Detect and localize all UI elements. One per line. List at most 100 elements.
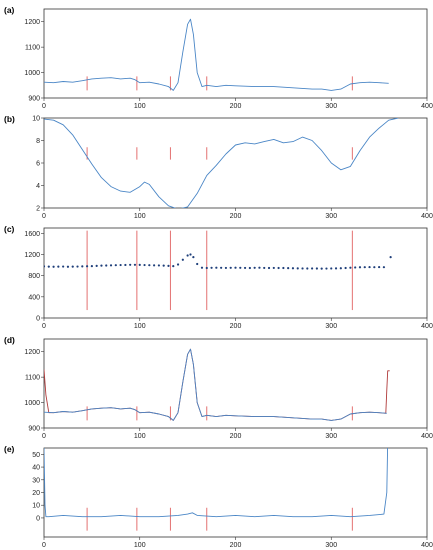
data-point [138, 263, 141, 266]
x-tick-label: 100 [134, 213, 146, 220]
data-point [272, 266, 275, 270]
y-tick-label: 1600 [24, 231, 40, 238]
data-point [296, 267, 299, 270]
data-point [301, 267, 304, 270]
x-tick-label: 400 [421, 433, 433, 440]
data-point [71, 265, 74, 268]
y-tick-label: 8 [36, 138, 40, 145]
data-point [277, 266, 280, 270]
data-point [148, 264, 151, 267]
chart-panel-5: (e) 0 100 200 300 400 0 10 20 30 40 50 [4, 444, 433, 549]
data-area [44, 18, 389, 91]
panel-label: (b) [4, 114, 15, 124]
y-tick-label: 40 [32, 465, 40, 472]
x-tick-label: 200 [230, 542, 242, 549]
data-point [220, 266, 223, 269]
chart-panel-1: (a) 0 100 200 300 400 900 1000 1100 1200 [4, 5, 433, 110]
x-tick-label: 100 [134, 103, 146, 110]
x-tick-label: 0 [42, 103, 46, 110]
y-tick-label: 50 [32, 452, 40, 459]
y-tick-label: 1100 [25, 375, 40, 382]
data-point [291, 267, 295, 270]
data-point [66, 265, 70, 268]
data-point [234, 266, 237, 269]
panel-label: (d) [4, 335, 15, 345]
data-point [57, 265, 60, 268]
x-tick-label: 200 [230, 323, 242, 330]
plot-frame [43, 338, 428, 429]
data-point [267, 266, 271, 270]
x-tick-label: 400 [421, 323, 433, 330]
series-line-2 [44, 348, 387, 421]
data-point [181, 258, 184, 261]
data-point [315, 267, 318, 270]
plot-frame [43, 117, 428, 209]
data-point [344, 266, 347, 270]
data-area [44, 348, 390, 421]
data-point [114, 264, 117, 267]
data-point [124, 263, 127, 267]
data-area [44, 230, 392, 311]
y-tick-label: 1200 [24, 19, 40, 26]
data-point [330, 267, 333, 270]
data-point [389, 256, 392, 259]
panel-label: (e) [4, 444, 15, 454]
x-tick-label: 300 [325, 323, 337, 330]
chart-panel-4: (d) 0 100 200 300 400 900 1000 1100 1200 [4, 335, 433, 440]
data-point [162, 264, 165, 267]
x-tick-label: 200 [230, 213, 242, 220]
data-point [100, 264, 103, 267]
y-tick-label: 1200 [24, 252, 40, 259]
x-tick-label: 300 [325, 213, 337, 220]
data-point [44, 265, 46, 268]
data-point [95, 264, 98, 267]
y-tick-label: 1100 [25, 45, 40, 52]
data-area [44, 448, 389, 531]
y-tick-label: 1000 [24, 70, 40, 77]
series-line-1 [44, 118, 399, 208]
data-point [176, 263, 180, 266]
data-point [263, 266, 266, 270]
y-tick-label: 900 [28, 426, 40, 433]
x-tick-label: 300 [325, 542, 337, 549]
y-tick-label: 6 [36, 161, 40, 168]
data-point [282, 266, 285, 270]
y-tick-label: 400 [28, 294, 40, 301]
plot-frame [43, 227, 428, 319]
data-point [373, 266, 376, 269]
x-tick-label: 100 [134, 433, 146, 440]
x-tick-label: 400 [421, 542, 433, 549]
data-point [76, 265, 79, 268]
y-tick-label: 800 [28, 273, 40, 280]
data-point [368, 265, 371, 269]
data-point [224, 266, 228, 270]
plot-frame [43, 447, 428, 538]
data-point [119, 263, 122, 267]
data-point [311, 267, 314, 270]
y-tick-label: 1200 [24, 349, 40, 356]
data-point [325, 267, 328, 270]
panel-label: (c) [4, 224, 15, 234]
data-point [85, 265, 89, 268]
data-point [320, 267, 323, 270]
plot-frame [43, 8, 428, 99]
y-tick-label: 0 [36, 515, 40, 522]
data-point [90, 265, 93, 268]
data-point [109, 264, 113, 267]
data-point [239, 266, 242, 269]
x-tick-label: 200 [230, 103, 242, 110]
x-tick-label: 200 [230, 433, 242, 440]
data-point [215, 266, 218, 269]
x-tick-label: 300 [325, 433, 337, 440]
data-point [129, 263, 132, 266]
data-point [354, 266, 357, 269]
data-point [192, 256, 195, 259]
y-tick-label: 20 [32, 490, 40, 497]
x-tick-label: 0 [42, 433, 46, 440]
data-point [210, 266, 213, 269]
data-point [358, 266, 362, 269]
y-tick-label: 4 [36, 183, 40, 190]
data-point [81, 265, 84, 268]
x-tick-label: 400 [421, 103, 433, 110]
x-tick-label: 0 [42, 542, 46, 549]
